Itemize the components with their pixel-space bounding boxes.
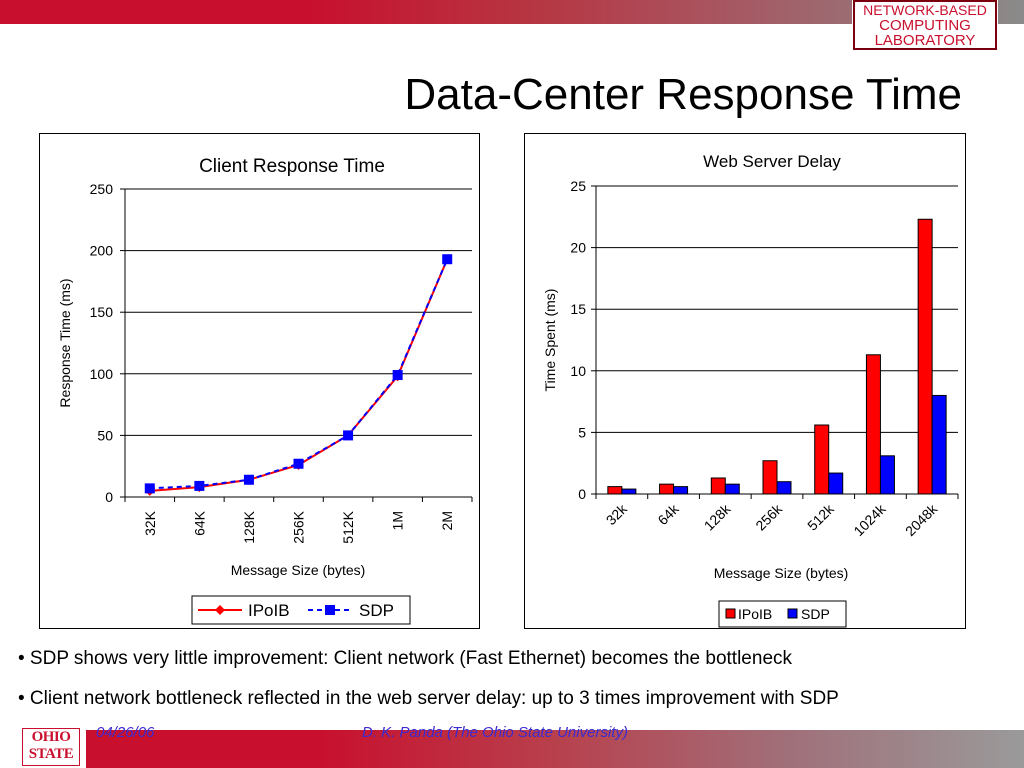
bar-sdp	[828, 472, 844, 495]
x-tick-label: 128K	[241, 510, 257, 543]
bar-sdp	[673, 486, 689, 495]
x-tick-label: 256K	[291, 510, 307, 543]
chart-legend: IPoIB SDP	[191, 595, 411, 625]
y-tick-label: 10	[570, 363, 586, 379]
legend-swatch-sdp	[787, 608, 798, 619]
x-tick-label: 256k	[752, 500, 785, 533]
x-tick-label: 1M	[390, 511, 406, 530]
x-axis-label: Message Size (bytes)	[231, 562, 366, 578]
bar-ipoib	[607, 486, 623, 495]
y-axis-label: Response Time (ms)	[57, 278, 73, 407]
legend-label-ipoib: IPoIB	[248, 601, 290, 620]
y-tick-label: 15	[570, 301, 586, 317]
y-tick-label: 50	[97, 427, 113, 443]
bullet-point-2: • Client network bottleneck reflected in…	[18, 688, 839, 709]
x-tick-label: 32K	[142, 510, 158, 536]
web-server-delay-svg: Web Server Delay 0 5 10 15 20 25 32k 64k 128k 256k…	[542, 152, 959, 628]
lab-logo-line-3: LABORATORY	[874, 32, 976, 49]
bar-sdp	[931, 394, 947, 495]
slide-title: Data-Center Response Time	[404, 70, 962, 119]
x-tick-label: 128k	[701, 500, 734, 533]
legend-swatch-ipoib	[725, 608, 736, 619]
x-tick-label: 1024k	[850, 500, 889, 539]
legend-marker-ipoib	[215, 605, 225, 615]
data-point-sdp	[392, 370, 403, 381]
legend-box	[718, 600, 847, 628]
osu-logo-line-1: OHIO	[31, 729, 71, 745]
bar-sdp	[776, 481, 792, 495]
lab-logo-line-1: NETWORK-BASED	[863, 2, 987, 18]
footer-bar	[86, 730, 1024, 768]
x-tick-label: 512K	[340, 510, 356, 543]
bar-ipoib	[917, 218, 933, 495]
y-axis-label: Time Spent (ms)	[542, 289, 558, 392]
ohio-state-logo: OHIO STATE	[22, 728, 80, 766]
y-tick-label: 20	[570, 240, 586, 256]
bar-sdp	[621, 488, 637, 495]
y-tick-label: 5	[578, 424, 586, 440]
client-response-time-chart: Client Response Time 0 50 100 150 200 250 32K 64…	[39, 133, 480, 629]
chart-title: Client Response Time	[199, 156, 385, 177]
data-point-sdp	[442, 254, 453, 265]
y-tick-label: 150	[90, 304, 114, 320]
x-axis-label: Message Size (bytes)	[714, 565, 849, 581]
bar-ipoib	[710, 477, 726, 495]
y-tick-label: 0	[105, 489, 113, 505]
lab-logo-line-2: COMPUTING	[879, 17, 971, 34]
x-tick-label: 32k	[603, 500, 631, 528]
legend-label-sdp: SDP	[801, 606, 830, 622]
bullet-point-1: • SDP shows very little improvement: Cli…	[18, 648, 793, 669]
bar-sdp	[724, 483, 740, 495]
x-tick-label: 2M	[439, 511, 455, 530]
data-point-sdp	[194, 480, 205, 491]
data-point-sdp	[343, 430, 354, 441]
client-response-time-svg: Client Response Time 0 50 100 150 200 250 32K 64…	[57, 156, 473, 625]
data-point-sdp	[243, 474, 254, 485]
bar-ipoib	[814, 424, 830, 495]
footer-author: D. K. Panda (The Ohio State University)	[362, 724, 628, 741]
legend-label-ipoib: IPoIB	[738, 606, 772, 622]
bar-sdp	[879, 455, 895, 495]
y-tick-label: 100	[90, 366, 114, 382]
y-tick-label: 0	[578, 486, 586, 502]
x-tick-label: 64K	[191, 510, 207, 536]
data-point-sdp	[144, 483, 155, 494]
bar-ipoib	[659, 483, 675, 495]
y-tick-label: 200	[90, 243, 114, 259]
bar-ipoib	[865, 354, 881, 495]
web-server-delay-chart: Web Server Delay 0 5 10 15 20 25 32k 64k 128k 256k…	[524, 133, 966, 629]
y-tick-label: 250	[90, 181, 114, 197]
lab-logo: NETWORK-BASED COMPUTING LABORATORY	[852, 0, 998, 51]
y-tick-label: 25	[570, 178, 586, 194]
footer-date: 04/26/06	[96, 724, 155, 741]
osu-logo-line-2: STATE	[28, 746, 74, 762]
data-point-sdp	[293, 458, 304, 469]
chart-legend: IPoIB SDP	[718, 600, 847, 628]
legend-label-sdp: SDP	[359, 601, 394, 620]
x-tick-label: 64k	[654, 500, 682, 528]
x-tick-label: 2048k	[902, 500, 941, 539]
x-tick-label: 512k	[804, 500, 837, 533]
legend-marker-sdp	[325, 605, 335, 615]
chart-title: Web Server Delay	[703, 152, 841, 171]
bar-ipoib	[762, 460, 778, 495]
